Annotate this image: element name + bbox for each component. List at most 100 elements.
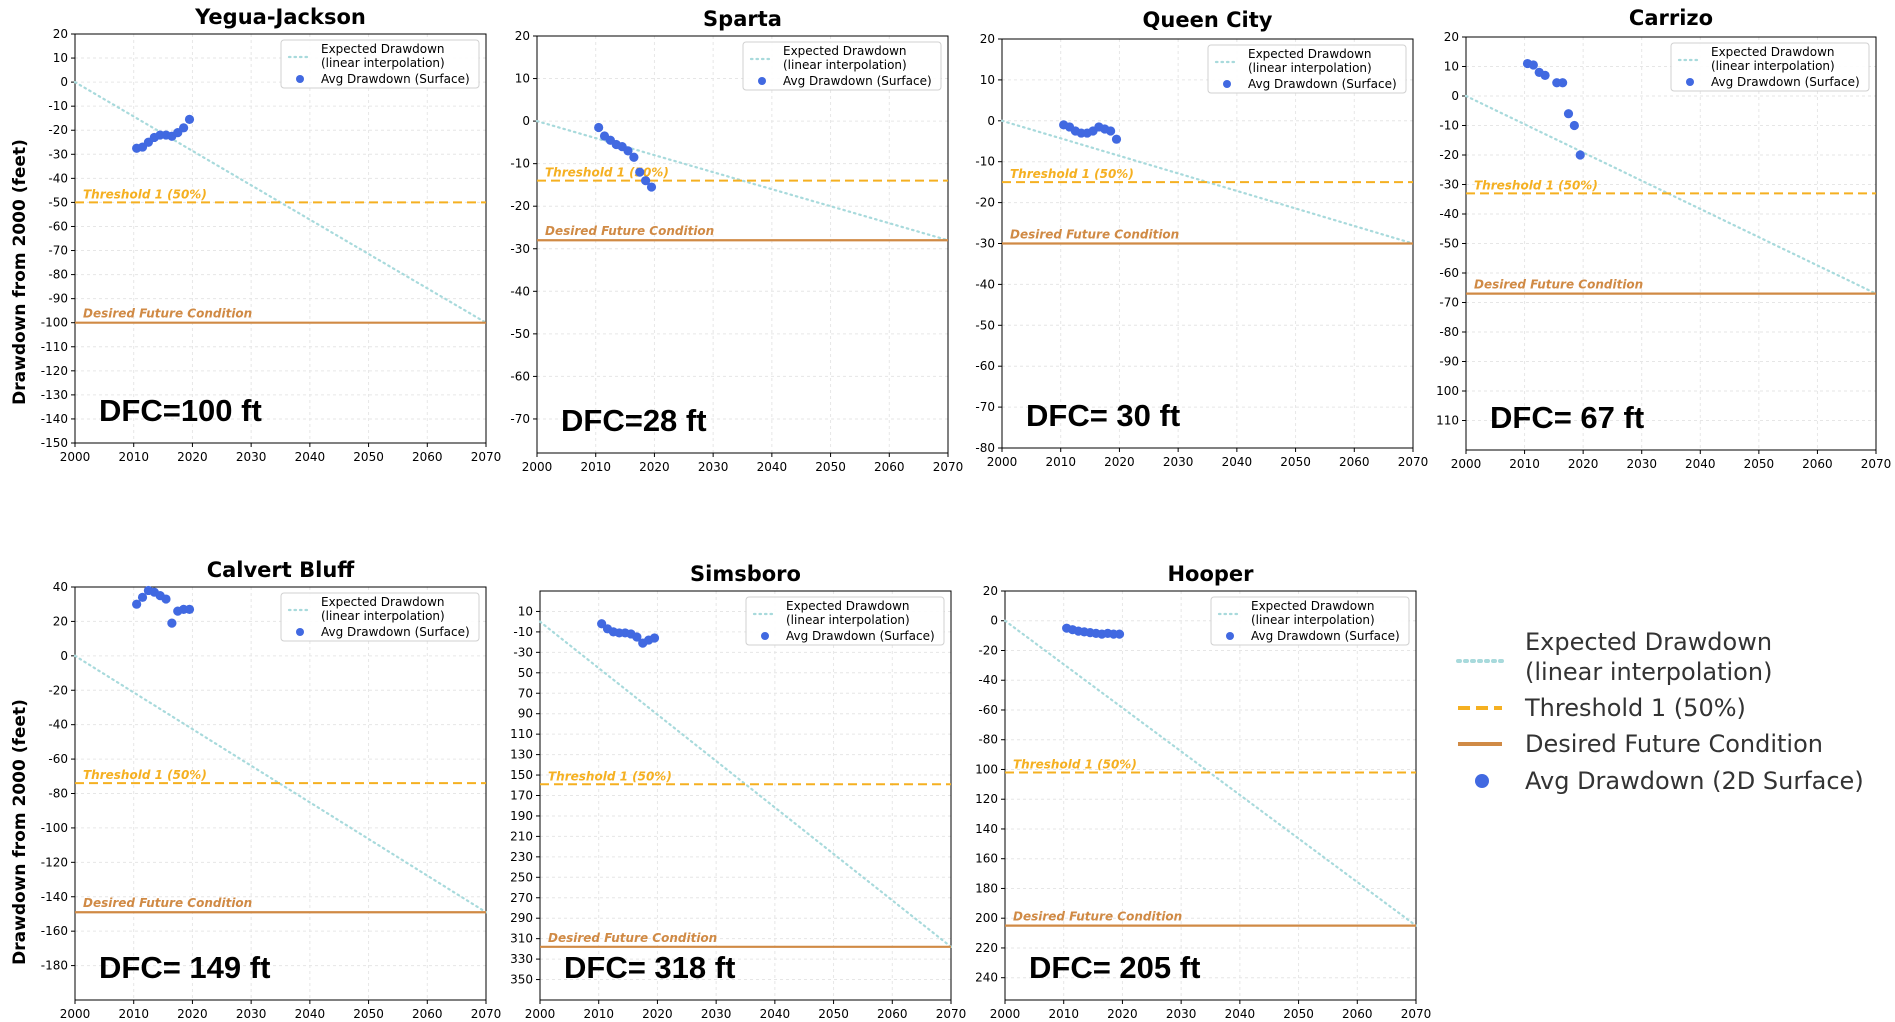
threshold-label: Threshold 1 (50%) [545,166,669,180]
y-tick-label: -100 [41,821,68,835]
x-tick-label: 2050 [1283,1007,1314,1021]
y-tick-label: -80 [48,268,68,282]
inner-legend-expected-label: Expected Drawdown [321,42,445,56]
y-tick-label: 40 [53,580,68,594]
dfc-annotation: DFC= 205 ft [1029,950,1200,985]
y-tick-label: 100 [1436,384,1459,398]
x-tick-label: 2040 [1225,1007,1256,1021]
avg-drawdown-point [1106,126,1116,136]
x-tick-label: 2000 [990,1007,1021,1021]
avg-drawdown-point [184,114,195,125]
avg-drawdown-point [179,123,189,133]
y-tick-label: 20 [983,584,998,598]
threshold-label: Threshold 1 (50%) [83,768,207,782]
avg-drawdown-point [167,618,177,628]
y-tick-label: -40 [510,284,530,298]
avg-drawdown-point [161,594,171,604]
x-tick-label: 2020 [642,1007,673,1021]
inner-legend-avg-label: Avg Drawdown (Surface) [786,629,935,643]
x-tick-label: 2060 [412,450,443,464]
threshold-label: Threshold 1 (50%) [83,187,207,201]
inner-legend-avg-label: Avg Drawdown (Surface) [1248,77,1397,91]
y-tick-label: 10 [980,73,995,87]
y-tick-label: -90 [48,292,68,306]
y-tick-label: -90 [1439,355,1459,369]
y-tick-label: 330 [510,952,533,966]
inner-legend-avg-label: Avg Drawdown (Surface) [321,72,470,86]
y-tick-label: 230 [510,850,533,864]
y-tick-label: 110 [1436,414,1459,428]
chart-title: Simsboro [690,562,801,586]
avg-drawdown-point [1558,78,1568,88]
x-tick-label: 2070 [471,1007,502,1021]
avg-drawdown-point [132,599,142,609]
y-tick-label: 20 [515,29,530,43]
figure-legend: Expected Drawdown (linear interpolation)… [1450,628,1870,798]
x-tick-label: 2000 [1451,457,1482,471]
expected-drawdown-line [1464,94,1878,295]
threshold-label: Threshold 1 (50%) [1474,178,1598,192]
y-tick-label: 250 [510,870,533,884]
y-tick-label: -20 [48,123,68,137]
y-tick-label: -20 [975,196,995,210]
avg-drawdown-point [1528,60,1538,70]
inner-legend-avg-swatch [761,632,769,640]
x-tick-label: 2010 [1048,1007,1079,1021]
avg-drawdown-point [635,167,645,177]
threshold-label: Threshold 1 (50%) [548,769,672,783]
y-tick-label: -60 [1439,266,1459,280]
inner-legend-box [280,592,480,642]
x-tick-label: 2060 [874,460,905,474]
y-tick-label: 160 [975,852,998,866]
avg-drawdown-point [623,146,633,156]
y-tick-label: 10 [53,51,68,65]
x-tick-label: 2030 [236,450,267,464]
y-tick-label: 10 [518,604,533,618]
y-tick-label: -10 [510,157,530,171]
dfc-annotation: DFC=28 ft [561,403,707,438]
x-tick-label: 2020 [177,450,208,464]
chart-title: Yegua-Jackson [194,5,366,29]
avg-drawdown-point [646,182,657,192]
inner-legend-expected-sublabel: (linear interpolation) [1248,61,1372,75]
y-tick-label: 70 [518,686,533,700]
chart-title: Carrizo [1629,6,1713,30]
y-tick-label: 170 [510,789,533,803]
x-tick-label: 2020 [639,460,670,474]
y-tick-label: -20 [1439,148,1459,162]
x-tick-label: 2050 [353,450,384,464]
expected-drawdown-line [538,620,953,948]
x-tick-label: 2010 [1509,457,1540,471]
dfc-label: Desired Future Condition [1010,228,1179,242]
threshold-label: Threshold 1 (50%) [1010,167,1134,181]
x-tick-label: 2060 [1342,1007,1373,1021]
avg-drawdown-point [632,632,642,642]
x-tick-label: 2070 [1401,1007,1432,1021]
dfc-label: Desired Future Condition [1013,910,1182,924]
chart-title: Queen City [1143,8,1273,32]
y-tick-label: -20 [978,643,998,657]
x-tick-label: 2060 [412,1007,443,1021]
dfc-label: Desired Future Condition [545,224,714,238]
x-tick-label: 2010 [118,450,149,464]
x-tick-label: 2050 [353,1007,384,1021]
x-tick-label: 2040 [1222,455,1253,469]
y-tick-label: 140 [975,822,998,836]
chart-title: Hooper [1167,562,1254,586]
x-tick-label: 2040 [760,1007,791,1021]
inner-legend-expected-label: Expected Drawdown [1248,47,1372,61]
avg-drawdown-point [1563,109,1574,119]
inner-legend-avg-label: Avg Drawdown (Surface) [783,74,932,88]
avg-drawdown-point [594,122,604,133]
y-tick-label: 190 [510,809,533,823]
inner-legend-expected-label: Expected Drawdown [783,44,907,58]
x-tick-label: 2030 [698,460,729,474]
x-tick-label: 2030 [1626,457,1657,471]
y-tick-label: -50 [975,318,995,332]
y-tick-label: -20 [48,683,68,697]
x-tick-label: 2050 [815,460,846,474]
avg-drawdown-point [1114,629,1125,639]
y-tick-label: -120 [41,855,68,869]
x-tick-label: 2000 [525,1007,556,1021]
